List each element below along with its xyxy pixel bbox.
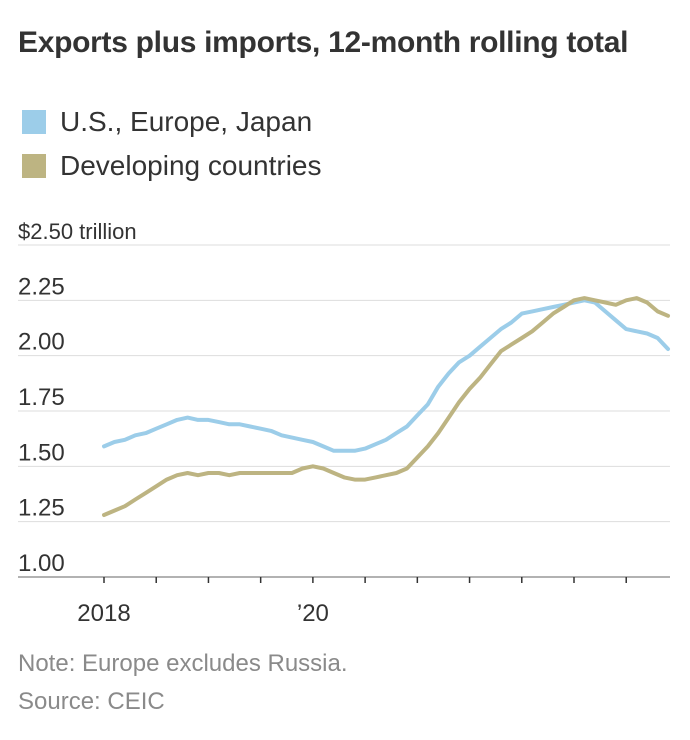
y-tick-label: 2.25: [18, 273, 65, 300]
legend-item-developing-countries: Developing countries: [22, 144, 322, 188]
y-tick-label: 1.00: [18, 550, 65, 577]
series-line-u-s-europe-japan: [102, 298, 670, 453]
x-tick-label: ’20: [297, 600, 329, 627]
y-tick-label: 1.25: [18, 495, 65, 522]
legend-item-us-europe-japan: U.S., Europe, Japan: [22, 100, 322, 144]
y-tick-label: 1.75: [18, 384, 65, 411]
gridlines: [18, 244, 670, 523]
chart-legend: U.S., Europe, Japan Developing countries: [22, 100, 322, 188]
legend-label-us-europe-japan: U.S., Europe, Japan: [60, 106, 313, 137]
legend-swatch-us-europe-japan: [22, 110, 46, 134]
x-tick-label: 2018: [77, 600, 130, 627]
legend-label-developing-countries: Developing countries: [60, 150, 322, 181]
y-tick-label: 1.50: [18, 439, 65, 466]
line-chart: $2.50 trillion 2.25 2.00 1.75 1.50 1.25 1.00 20…: [18, 219, 670, 627]
chart-source: Source: CEIC: [18, 688, 165, 715]
series-lines: [102, 296, 670, 517]
x-axis: [18, 576, 670, 583]
y-tick-label: $2.50 trillion: [18, 219, 137, 244]
series-line-developing-countries: [102, 296, 670, 517]
tick-labels: $2.50 trillion 2.25 2.00 1.75 1.50 1.25 1.00 20…: [18, 219, 329, 627]
chart-title: Exports plus imports, 12-month rolling t…: [18, 26, 629, 59]
chart-note: Note: Europe excludes Russia.: [18, 650, 348, 677]
legend-swatch-developing-countries: [22, 154, 46, 178]
y-tick-label: 2.00: [18, 329, 65, 356]
